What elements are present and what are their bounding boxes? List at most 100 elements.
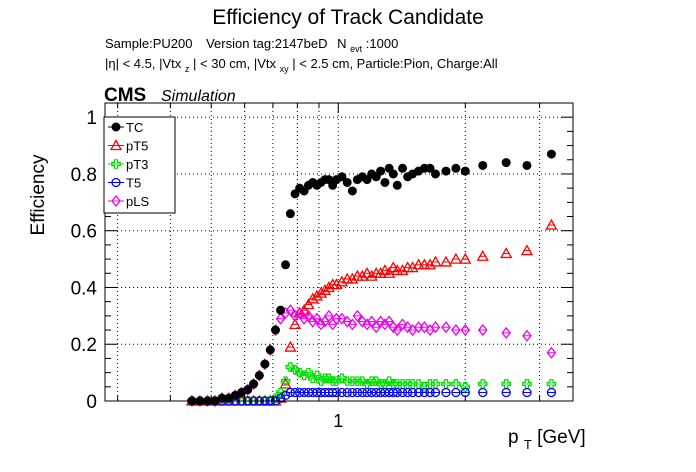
data-point [285,304,296,317]
data-point [441,321,451,334]
data-point [478,160,488,170]
legend-label: pLS [126,194,149,209]
data-point [335,275,349,287]
axes: 1 0 0.2 0.4 0.6 0.8 1 [71,103,573,431]
series-layer [185,149,558,408]
legend-label: pT3 [126,157,148,172]
x-axis-label-main: p [508,427,519,448]
series-tc [187,149,556,406]
data-point [429,255,442,267]
data-point [302,298,315,310]
data-point [451,387,461,398]
data-point [376,166,386,176]
nevt-subscript: evt [350,44,363,54]
data-point [279,377,292,389]
data-point [501,158,511,168]
x-axis-label-unit: [GeV] [537,427,586,448]
sample-label: Sample:PU200 [105,36,192,51]
data-point [357,315,368,328]
data-point [501,326,512,339]
cms-label: CMS [104,85,146,106]
data-point [310,289,324,301]
data-point [430,321,441,334]
data-point [318,283,332,295]
data-point [371,321,382,334]
y-tick-label: 0 [86,392,97,413]
data-point [290,309,300,322]
data-point [330,278,343,290]
data-point [362,175,372,185]
legend-marker [111,177,121,188]
data-point [522,160,532,170]
simulation-label: Simulation [161,88,236,105]
data-point [476,249,489,261]
data-point [276,305,286,315]
y-tick-label: 1 [86,108,97,129]
info-line-1: Sample:PU200 Version tag:2147beD N evt :… [105,36,398,55]
data-point [347,186,357,196]
data-point [243,385,253,395]
data-point [347,318,358,331]
data-point [314,286,328,298]
series-pt3 [187,362,557,406]
data-point [388,321,399,334]
data-point [356,269,369,281]
cut-vtx-xy-sub: xy [280,64,290,74]
data-point [425,163,435,173]
data-point [546,346,557,359]
y-axis-label: Efficiency [28,154,49,235]
data-point [337,172,347,182]
data-point [380,318,390,331]
legend-marker [111,194,121,208]
data-point [378,264,392,276]
data-point [501,387,511,398]
data-point [459,252,472,264]
data-point [260,359,270,369]
data-point [280,390,291,400]
x-axis-label-sub: T [524,437,532,452]
data-point [522,387,532,398]
grid [105,103,573,402]
legend-marker [111,159,121,169]
legend-label: T5 [126,176,141,191]
data-point [316,318,326,331]
data-point [306,292,319,304]
legend-label: TC [126,120,143,135]
data-point [362,318,372,331]
data-point [352,309,363,322]
data-point [299,312,309,325]
data-point [366,315,377,328]
version-label: Version tag:2147beD [206,36,327,51]
data-point [294,306,305,320]
cut-vtx-xy: | < 2.5 cm, Particle:Pion, Charge:All [292,56,497,71]
data-point [383,266,396,278]
data-point [545,218,558,230]
data-point [388,169,398,179]
data-point [449,252,462,264]
data-point [360,266,374,278]
legend-marker [109,139,123,151]
data-point [281,260,291,270]
y-tick-label: 0.2 [71,335,97,356]
chart-title: Efficiency of Track Candidate [212,6,484,29]
data-point [396,264,409,276]
data-point [460,166,470,176]
legend-entry-pt3: pT3 [108,157,148,172]
data-point [520,244,534,256]
data-point [439,255,453,267]
data-point [441,387,451,398]
legend-entry-t5: T5 [108,176,141,191]
data-point [249,379,259,389]
data-point [402,321,413,334]
x-axis-label: p T [GeV] [508,427,586,454]
data-point [460,324,471,337]
data-point [430,387,441,398]
data-point [546,149,556,159]
data-point [398,163,408,173]
data-point [365,269,378,281]
data-point [265,345,275,355]
nevt-label: N [337,36,346,51]
data-point [280,376,291,386]
data-point [397,318,408,331]
